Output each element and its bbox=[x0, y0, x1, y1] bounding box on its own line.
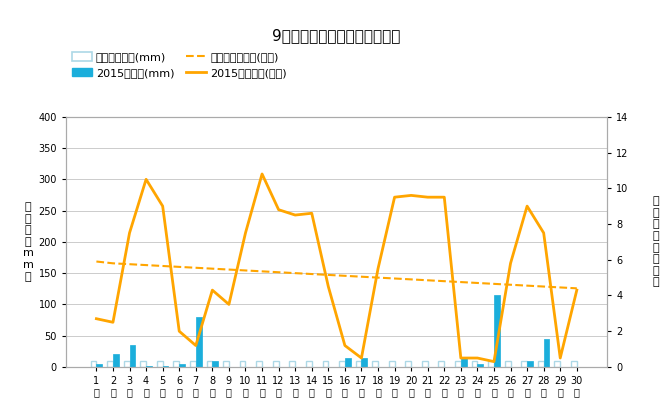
Bar bbox=[180, 364, 185, 367]
Bar bbox=[141, 361, 146, 367]
Bar bbox=[174, 361, 180, 367]
Bar bbox=[544, 339, 550, 367]
Bar bbox=[129, 345, 135, 367]
Bar bbox=[372, 361, 378, 367]
Bar bbox=[196, 317, 201, 367]
Title: 9月降水量・日照時間（日別）: 9月降水量・日照時間（日別） bbox=[273, 28, 401, 43]
Bar bbox=[571, 361, 577, 367]
Y-axis label: 日
照
時
間
（
時
間
）: 日 照 時 間 （ 時 間 ） bbox=[653, 196, 659, 287]
Bar bbox=[339, 361, 345, 367]
Bar bbox=[345, 358, 350, 367]
Bar bbox=[273, 361, 279, 367]
Bar bbox=[356, 361, 362, 367]
Bar bbox=[96, 364, 102, 367]
Bar bbox=[472, 361, 477, 367]
Bar bbox=[113, 354, 119, 367]
Bar bbox=[505, 361, 511, 367]
Bar bbox=[527, 361, 533, 367]
Bar bbox=[422, 361, 428, 367]
Bar bbox=[190, 361, 196, 367]
Bar bbox=[107, 361, 113, 367]
Y-axis label: 降
水
量
（
m
m
）: 降 水 量 （ m m ） bbox=[22, 202, 34, 281]
Legend: 降水量平年値(mm), 2015降水量(mm), 日照時間平年値(時間), 2015日照時間(時間): 降水量平年値(mm), 2015降水量(mm), 日照時間平年値(時間), 20… bbox=[71, 52, 286, 78]
Bar bbox=[240, 361, 246, 367]
Bar bbox=[146, 366, 152, 367]
Bar bbox=[389, 361, 395, 367]
Bar bbox=[306, 361, 312, 367]
Bar bbox=[521, 361, 527, 367]
Bar bbox=[494, 295, 500, 367]
Bar bbox=[538, 361, 544, 367]
Bar bbox=[223, 361, 229, 367]
Bar bbox=[207, 361, 213, 367]
Bar bbox=[488, 361, 494, 367]
Bar bbox=[157, 361, 162, 367]
Bar bbox=[477, 364, 483, 367]
Bar bbox=[213, 361, 218, 367]
Bar bbox=[289, 361, 295, 367]
Bar bbox=[438, 361, 444, 367]
Bar bbox=[554, 361, 560, 367]
Bar bbox=[256, 361, 262, 367]
Bar bbox=[461, 358, 467, 367]
Bar bbox=[362, 358, 367, 367]
Bar bbox=[455, 361, 461, 367]
Bar bbox=[405, 361, 411, 367]
Bar bbox=[90, 361, 96, 367]
Bar bbox=[323, 361, 328, 367]
Bar bbox=[162, 366, 168, 367]
Bar bbox=[123, 361, 129, 367]
